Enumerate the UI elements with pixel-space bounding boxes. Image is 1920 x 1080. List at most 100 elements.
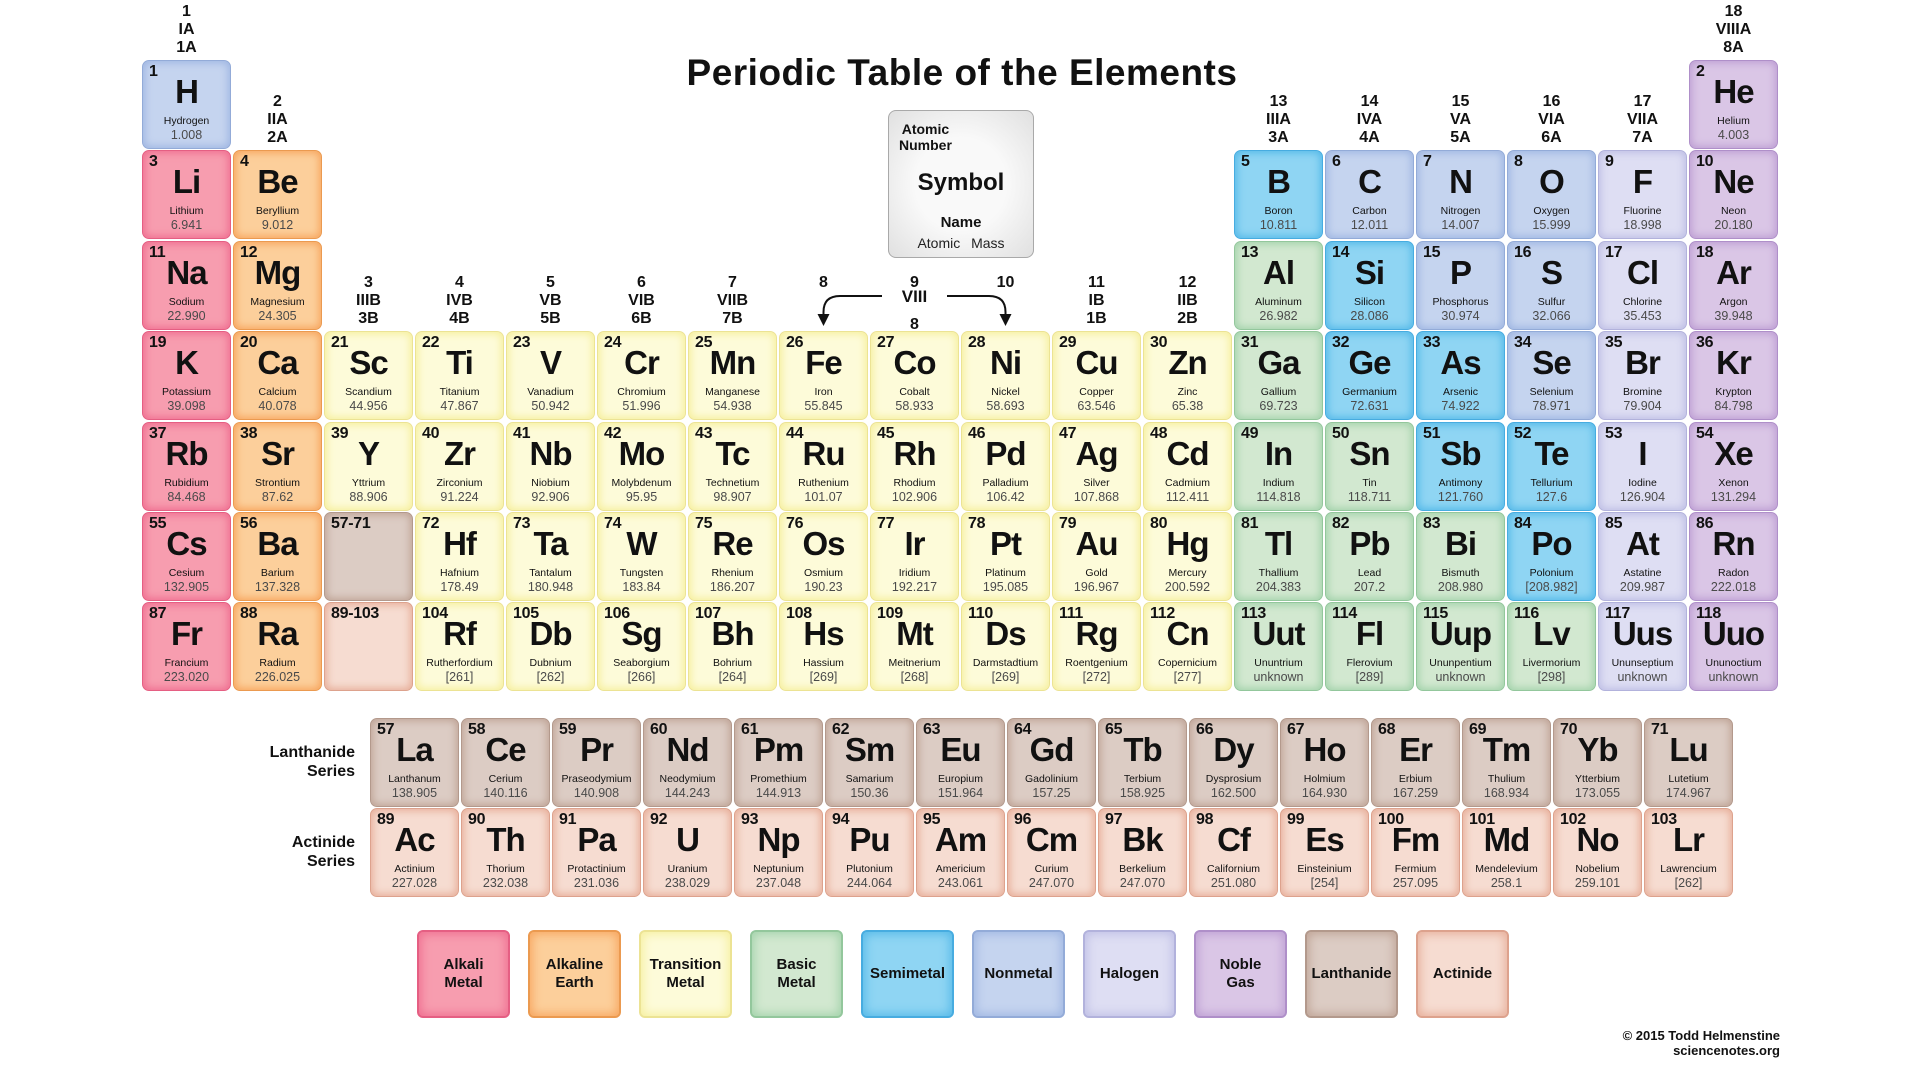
group-header-col3: 3 IIIB 3B — [356, 274, 381, 327]
atomic-number: 16 — [1514, 243, 1532, 261]
atomic-number: 23 — [513, 334, 531, 352]
atomic-mass: 14.007 — [1441, 218, 1480, 233]
element-name: Uranium — [667, 863, 708, 875]
atomic-number: 76 — [786, 515, 804, 532]
element-symbol: Mt — [896, 615, 933, 653]
element-name: Thulium — [1487, 773, 1526, 785]
atomic-number: 25 — [695, 334, 713, 352]
element-symbol: Ir — [904, 525, 925, 562]
group-viii-label: VIII — [902, 288, 928, 306]
atomic-number: 111 — [1059, 605, 1084, 623]
element-symbol: I — [1638, 434, 1647, 472]
atomic-number: 8 — [1514, 153, 1523, 171]
cell-key-box: Atomic Number Symbol Name Atomic Mass — [888, 110, 1034, 258]
atomic-mass: 226.025 — [254, 670, 301, 685]
element-cell-se: 34 Se Selenium 78.971 — [1507, 331, 1596, 421]
element-cell-tb: 65 Tb Terbium 158.925 — [1098, 718, 1187, 807]
atomic-number: 27 — [877, 334, 895, 352]
element-symbol: Ra — [257, 615, 298, 653]
atomic-mass: 238.029 — [664, 876, 711, 890]
element-symbol: Xe — [1714, 434, 1753, 472]
group-header-col15: 15 VA 5A — [1449, 93, 1472, 146]
atomic-number: 79 — [1059, 515, 1077, 532]
element-cell-pt: 78 Pt Platinum 195.085 — [961, 512, 1050, 601]
atomic-number: 42 — [604, 424, 622, 442]
element-cell-nb: 41 Nb Niobium 92.906 — [506, 421, 595, 511]
element-name: Bromine — [1622, 386, 1663, 399]
legend-box-noble: Noble Gas — [1194, 930, 1287, 1018]
atomic-number: 72 — [422, 515, 440, 532]
element-symbol: Np — [757, 821, 801, 858]
element-name: Plutonium — [846, 863, 893, 875]
atomic-number: 106 — [604, 605, 630, 623]
group-viii-right-arrow-line — [947, 295, 1007, 315]
atomic-mass: 51.996 — [622, 399, 661, 414]
element-name: Vanadium — [527, 386, 574, 399]
atomic-mass: 39.948 — [1714, 308, 1753, 323]
atomic-number: 53 — [1605, 424, 1623, 442]
element-symbol: Nb — [529, 434, 573, 472]
atomic-mass: 162.500 — [1210, 786, 1257, 800]
element-name: Iridium — [898, 567, 931, 579]
element-symbol: K — [175, 344, 199, 382]
atomic-mass: 196.967 — [1073, 580, 1120, 594]
element-cell-cn: 112 Cn Copernicium [277] — [1143, 602, 1232, 692]
group-header-col8: 8 — [819, 274, 828, 291]
element-symbol: Rf — [443, 615, 477, 653]
element-symbol: Sg — [621, 615, 662, 653]
element-symbol: Uup — [1429, 615, 1492, 653]
element-symbol: Sc — [349, 344, 388, 382]
atomic-number: 50 — [1332, 424, 1350, 442]
element-cell-o: 8 O Oxygen 15.999 — [1507, 150, 1596, 240]
atomic-number: 73 — [513, 515, 531, 532]
element-cell-fe: 26 Fe Iron 55.845 — [779, 331, 868, 421]
atomic-mass: 6.941 — [170, 218, 203, 233]
element-name: Radium — [259, 657, 296, 670]
element-symbol: Db — [529, 615, 573, 653]
element-symbol: Er — [1399, 731, 1433, 768]
atomic-number: 101 — [1469, 811, 1495, 828]
element-symbol: Lv — [1533, 615, 1571, 653]
element-cell-h: 1 H Hydrogen 1.008 — [142, 60, 231, 149]
atomic-mass: 4.003 — [1717, 128, 1750, 142]
element-symbol: Pt — [990, 525, 1022, 562]
element-name: Lutetium — [1668, 773, 1709, 785]
atomic-number: 104 — [422, 605, 448, 623]
element-name: Hafnium — [439, 567, 480, 579]
element-cell-bi: 83 Bi Bismuth 208.980 — [1416, 512, 1505, 601]
element-name: Hydrogen — [163, 115, 210, 127]
atomic-mass: 258.1 — [1490, 876, 1523, 890]
element-cell-fm: 100 Fm Fermium 257.095 — [1371, 808, 1460, 897]
atomic-mass: 114.818 — [1256, 489, 1301, 504]
element-symbol: Kr — [1716, 344, 1752, 382]
element-symbol: V — [539, 344, 562, 382]
atomic-mass: 91.224 — [440, 489, 479, 504]
element-symbol: Zr — [444, 434, 476, 472]
element-symbol: Sm — [844, 731, 895, 768]
atomic-mass: 192.217 — [891, 580, 938, 594]
atomic-mass: 88.906 — [349, 489, 388, 504]
element-name: Francium — [164, 657, 209, 670]
element-cell-db: 105 Db Dubnium [262] — [506, 602, 595, 692]
atomic-number: 28 — [968, 334, 986, 352]
atomic-number: 55 — [149, 515, 167, 532]
element-symbol: Fm — [1391, 821, 1441, 858]
element-symbol: Pu — [849, 821, 890, 858]
atomic-number: 105 — [513, 605, 539, 623]
element-cell-dy: 66 Dy Dysprosium 162.500 — [1189, 718, 1278, 807]
atomic-mass: 50.942 — [531, 399, 570, 414]
element-symbol: Zn — [1168, 344, 1207, 382]
atomic-number: 81 — [1241, 515, 1259, 532]
element-cell-mo: 42 Mo Molybdenum 95.95 — [597, 421, 686, 511]
element-cell-ti: 22 Ti Titanium 47.867 — [415, 331, 504, 421]
atomic-mass: 65.38 — [1171, 399, 1204, 414]
element-cell-ds: 110 Ds Darmstadtium [269] — [961, 602, 1050, 692]
element-cell-cm: 96 Cm Curium 247.070 — [1007, 808, 1096, 897]
element-symbol: Br — [1625, 344, 1661, 382]
atomic-number: 85 — [1605, 515, 1623, 532]
atomic-number: 35 — [1605, 334, 1623, 352]
element-cell-po: 84 Po Polonium [208.982] — [1507, 512, 1596, 601]
element-name: Nobelium — [1575, 863, 1620, 875]
element-symbol: Rb — [165, 434, 209, 472]
legend-box-halogen: Halogen — [1083, 930, 1176, 1018]
